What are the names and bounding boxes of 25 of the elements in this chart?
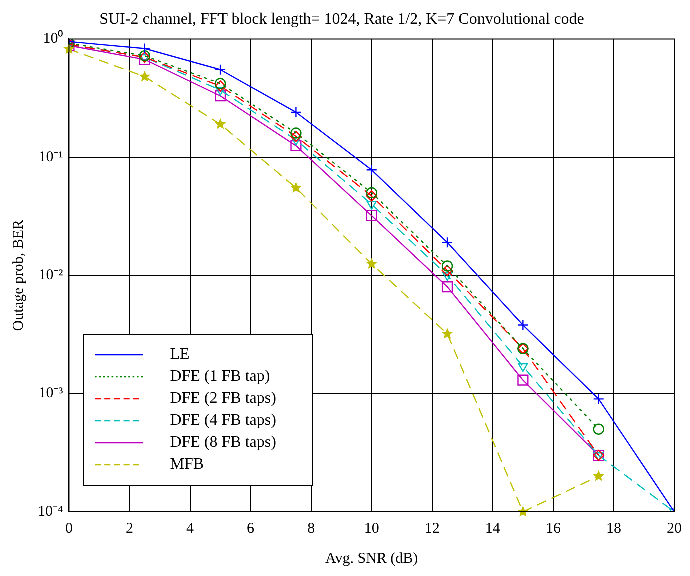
legend-label: MFB bbox=[170, 456, 204, 474]
x-tick-label: 4 bbox=[186, 520, 195, 537]
x-tick-label: 8 bbox=[308, 520, 316, 537]
x-tick-label: 18 bbox=[606, 520, 622, 537]
x-tick-label: 12 bbox=[424, 520, 440, 537]
legend-label: DFE (4 FB taps) bbox=[170, 412, 276, 430]
y-tick-label: 10⁻⁴ bbox=[38, 504, 64, 520]
x-tick-label: 0 bbox=[65, 520, 73, 537]
legend-label: DFE (8 FB taps) bbox=[170, 434, 276, 452]
x-tick-label: 6 bbox=[247, 520, 256, 537]
y-tick-label: 10⁻¹ bbox=[38, 149, 64, 166]
x-axis-title: Avg. SNR (dB) bbox=[326, 550, 418, 567]
x-tick-label: 20 bbox=[667, 520, 682, 537]
y-tick-label: 10⁻² bbox=[38, 268, 64, 284]
legend-label: DFE (2 FB taps) bbox=[170, 390, 276, 408]
x-tick-label: 16 bbox=[546, 520, 562, 537]
x-tick-label: 2 bbox=[126, 520, 134, 537]
legend-label: LE bbox=[170, 346, 190, 364]
y-axis-title: Outage prob, BER bbox=[10, 220, 27, 332]
x-tick-label: 10 bbox=[364, 520, 380, 537]
chart-title: SUI-2 channel, FFT block length= 1024, Rate 1/2, K=7 Convolutional code bbox=[100, 10, 584, 28]
legend-label: DFE (1 FB tap) bbox=[170, 368, 270, 386]
y-tick-label: 10⁻³ bbox=[38, 386, 64, 402]
y-tick-label: 10⁰ bbox=[43, 30, 64, 48]
x-tick-label: 14 bbox=[485, 520, 501, 537]
